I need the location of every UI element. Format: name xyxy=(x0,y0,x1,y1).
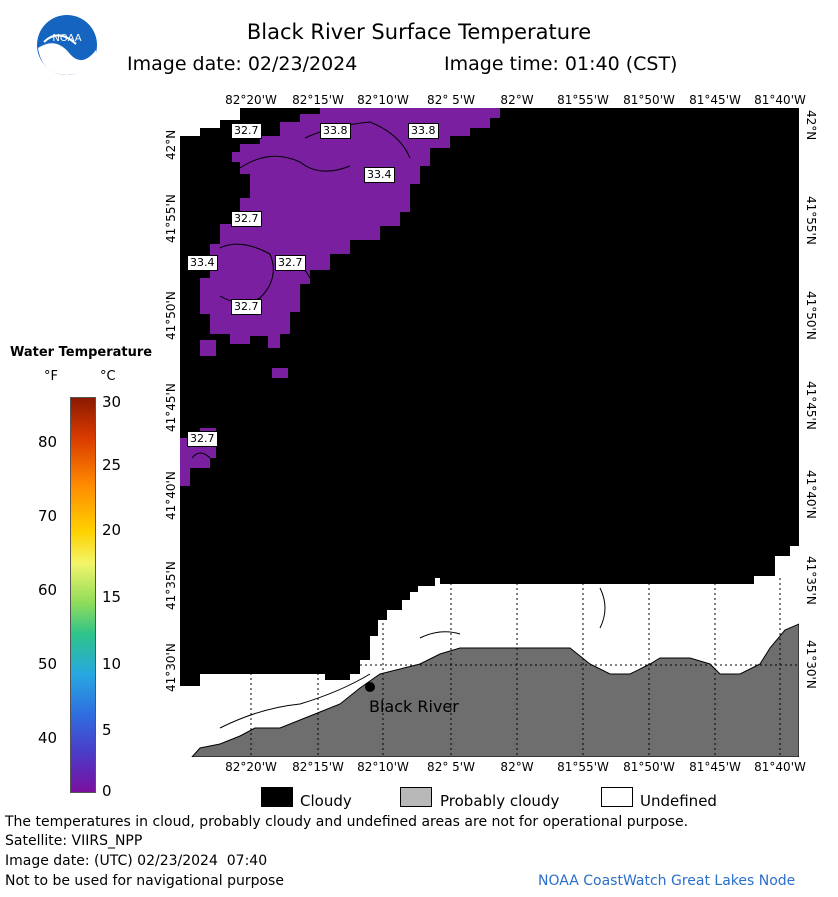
temp-label: 32.7 xyxy=(231,211,262,227)
lon-tick: 82°20'W xyxy=(225,760,277,774)
lat-tick: 41°50'N xyxy=(804,291,818,340)
colorbar-tick-f: 60 xyxy=(38,581,58,599)
colorbar-unit-c: °C xyxy=(100,369,116,384)
temp-label: 32.7 xyxy=(275,255,306,271)
lat-tick: 41°55'N xyxy=(164,194,178,243)
temp-label: 33.4 xyxy=(187,255,218,271)
temp-label: 32.7 xyxy=(231,299,262,315)
lat-tick: 41°50'N xyxy=(164,291,178,340)
page-title: Black River Surface Temperature xyxy=(246,20,592,44)
noaa-logo-text: NOAA xyxy=(52,33,81,44)
lon-tick: 81°55'W xyxy=(557,93,609,107)
lon-tick: 82°10'W xyxy=(357,760,409,774)
noaa-logo: NOAA xyxy=(36,14,98,76)
legend-label-undefined: Undefined xyxy=(640,792,717,810)
temp-label: 32.7 xyxy=(231,123,262,139)
colorbar-tick-f: 80 xyxy=(38,433,58,451)
temp-label: 33.8 xyxy=(320,123,351,139)
water-temp-area xyxy=(200,108,500,348)
lon-tick: 81°45'W xyxy=(689,93,741,107)
image-time: Image time: 01:40 (CST) xyxy=(444,53,678,75)
colorbar-tick-c: 0 xyxy=(102,782,112,800)
legend-swatch-probably-cloudy xyxy=(400,787,432,807)
lat-tick: 41°45'N xyxy=(804,381,818,430)
colorbar-tick-f: 70 xyxy=(38,507,58,525)
lon-tick: 82°15'W xyxy=(292,760,344,774)
colorbar xyxy=(70,397,96,793)
lon-tick: 82° 5'W xyxy=(427,93,475,107)
lat-tick: 41°30'N xyxy=(804,640,818,689)
colorbar-unit-f: °F xyxy=(44,369,58,384)
lat-tick: 42°N xyxy=(164,129,178,160)
lat-tick: 41°55'N xyxy=(804,196,818,245)
grid-lines xyxy=(180,578,799,757)
colorbar-tick-c: 30 xyxy=(102,393,122,411)
colorbar-tick-f: 50 xyxy=(38,655,58,673)
colorbar-tick-c: 5 xyxy=(102,721,112,739)
map-panel xyxy=(180,108,799,757)
colorbar-title: Water Temperature xyxy=(10,345,153,360)
temp-label: 33.4 xyxy=(364,167,395,183)
lat-tick: 41°40'N xyxy=(164,471,178,520)
lat-tick: 41°30'N xyxy=(164,643,178,692)
colorbar-tick-f: 40 xyxy=(38,729,58,747)
temp-label: 32.7 xyxy=(187,431,218,447)
lat-tick: 41°35'N xyxy=(164,561,178,610)
lon-tick: 82°15'W xyxy=(292,93,344,107)
lat-tick: 41°45'N xyxy=(164,383,178,432)
credit-link[interactable]: NOAA CoastWatch Great Lakes Node xyxy=(538,873,796,889)
lon-tick: 82° 5'W xyxy=(427,760,475,774)
colorbar-tick-c: 25 xyxy=(102,456,122,474)
lat-tick: 42°N xyxy=(804,110,818,141)
lon-tick: 82°10'W xyxy=(357,93,409,107)
noaa-logo-icon: NOAA xyxy=(37,15,97,75)
colorbar-tick-c: 10 xyxy=(102,655,122,673)
temp-label: 33.8 xyxy=(408,123,439,139)
legend-swatch-cloudy xyxy=(261,787,293,807)
lat-tick: 41°35'N xyxy=(804,556,818,605)
lon-tick: 81°40'W xyxy=(754,93,806,107)
legend-label-probably-cloudy: Probably cloudy xyxy=(440,792,560,810)
image-date: Image date: 02/23/2024 xyxy=(127,53,358,75)
lon-tick: 82°W xyxy=(500,93,534,107)
utc-date: Image date: (UTC) 02/23/2024 07:40 xyxy=(5,853,268,869)
colorbar-tick-c: 20 xyxy=(102,521,122,539)
lon-tick: 82°W xyxy=(500,760,534,774)
legend-swatch-undefined xyxy=(601,787,633,807)
colorbar-tick-c: 15 xyxy=(102,588,122,606)
lon-tick: 81°40'W xyxy=(754,760,806,774)
lon-tick: 81°50'W xyxy=(623,93,675,107)
legend-label-cloudy: Cloudy xyxy=(300,792,352,810)
water-temp-patch xyxy=(272,368,288,378)
lon-tick: 81°45'W xyxy=(689,760,741,774)
lon-tick: 81°55'W xyxy=(557,760,609,774)
water-temp-patch xyxy=(200,340,216,356)
place-label: Black River xyxy=(369,697,459,716)
disclaimer: The temperatures in cloud, probably clou… xyxy=(5,814,689,830)
lon-tick: 82°20'W xyxy=(225,93,277,107)
land-area xyxy=(191,623,799,757)
lon-tick: 81°50'W xyxy=(623,760,675,774)
lat-tick: 41°40'N xyxy=(804,470,818,519)
black-river-marker xyxy=(365,682,375,692)
nav-warning: Not to be used for navigational purpose xyxy=(5,873,284,889)
satellite-info: Satellite: VIIRS_NPP xyxy=(5,833,143,849)
